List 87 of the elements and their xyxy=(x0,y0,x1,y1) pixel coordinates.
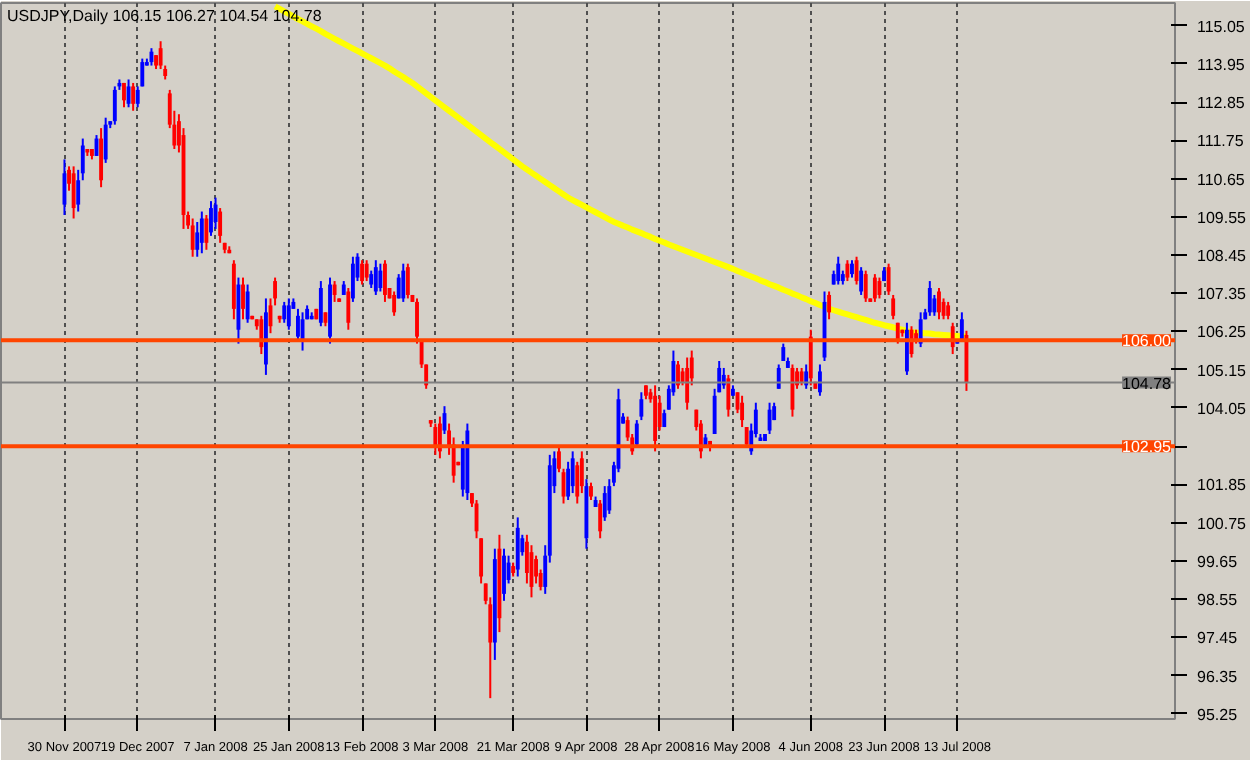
y-tick-label: 96.35 xyxy=(1197,667,1239,686)
candlestick xyxy=(570,450,575,495)
candlestick xyxy=(740,394,745,429)
candlestick xyxy=(405,262,410,300)
candlestick xyxy=(131,81,136,112)
ref-line-label: 102.95 xyxy=(1122,438,1173,457)
candlestick xyxy=(827,290,832,321)
ref-line-label: 106.00 xyxy=(1122,332,1173,351)
candlestick xyxy=(396,273,401,300)
candlestick xyxy=(350,255,355,303)
candlestick xyxy=(332,280,337,303)
candlestick xyxy=(112,85,117,126)
y-tick-label: 99.65 xyxy=(1197,552,1239,571)
candlestick xyxy=(927,280,932,317)
candlestick xyxy=(71,165,76,220)
candlestick xyxy=(836,255,841,286)
candlestick xyxy=(126,78,131,109)
candlestick xyxy=(676,360,680,390)
y-tick-label: 104.05 xyxy=(1197,399,1248,418)
y-tick-label: 95.25 xyxy=(1197,705,1239,724)
y-tick-label: 113.95 xyxy=(1197,55,1246,74)
candlestick xyxy=(373,259,378,296)
candlestick xyxy=(891,293,896,321)
y-tick-label: 108.45 xyxy=(1197,246,1248,265)
candlestick xyxy=(817,363,822,397)
candlestick xyxy=(854,255,859,286)
candlestick xyxy=(318,280,323,328)
y-tick-label: 101.85 xyxy=(1197,476,1248,495)
candlestick xyxy=(140,57,145,88)
candlestick xyxy=(424,363,429,390)
candlestick xyxy=(653,384,658,453)
candlestick xyxy=(534,554,538,585)
candlestick xyxy=(103,116,108,164)
candlestick xyxy=(598,499,603,540)
y-tick-label: 111.75 xyxy=(1197,132,1245,151)
candlestick xyxy=(364,259,369,283)
candlestick xyxy=(378,262,383,293)
y-tick-label: 109.55 xyxy=(1197,208,1248,227)
candlestick xyxy=(99,127,104,189)
candlestick xyxy=(685,356,690,411)
candlestick xyxy=(158,40,163,71)
candlestick xyxy=(401,262,406,303)
candlestick xyxy=(241,276,245,321)
candlestick xyxy=(360,259,365,286)
candlestick xyxy=(502,547,506,602)
candlestick xyxy=(479,537,484,585)
candlestick xyxy=(937,287,941,321)
candlestick xyxy=(872,273,877,303)
candlestick xyxy=(122,81,126,109)
y-tick-label: 100.75 xyxy=(1197,514,1248,533)
candlestick xyxy=(282,300,287,324)
candlestick xyxy=(199,210,204,255)
candlestick xyxy=(209,200,213,237)
candlestick xyxy=(904,321,909,376)
candlestick xyxy=(964,329,969,392)
candlestick xyxy=(767,401,772,435)
candlestick xyxy=(190,217,195,258)
candlestick xyxy=(845,259,850,283)
candlestick xyxy=(346,287,351,331)
y-tick-label: 106.25 xyxy=(1197,323,1248,342)
ref-line-label: 104.78 xyxy=(1122,374,1173,393)
candlestick xyxy=(776,363,781,390)
y-tick-label: 97.45 xyxy=(1197,629,1239,648)
candlestick xyxy=(286,297,291,331)
candlestick xyxy=(886,262,891,296)
candlestick xyxy=(639,391,644,422)
y-tick-label: 105.15 xyxy=(1197,361,1248,380)
candlestick xyxy=(515,516,520,578)
candlestick xyxy=(135,85,140,109)
y-tick-label: 107.35 xyxy=(1197,285,1248,304)
candlestick xyxy=(602,485,607,522)
candlestick xyxy=(383,259,387,303)
candlestick xyxy=(204,214,209,251)
y-tick-label: 110.65 xyxy=(1197,170,1246,189)
candlestick xyxy=(218,207,223,244)
candlestick xyxy=(195,220,200,258)
candlestick xyxy=(959,311,964,342)
candlestick xyxy=(859,266,864,296)
y-tick-label: 112.85 xyxy=(1197,94,1246,113)
candlestick xyxy=(392,290,397,317)
candlestick xyxy=(245,283,250,324)
candlestick xyxy=(726,373,731,418)
candlestick xyxy=(231,259,236,321)
y-tick-label: 98.55 xyxy=(1197,591,1239,610)
y-tick-label: 115.05 xyxy=(1197,17,1246,36)
candlestick xyxy=(808,328,813,387)
candlestick xyxy=(863,269,868,303)
